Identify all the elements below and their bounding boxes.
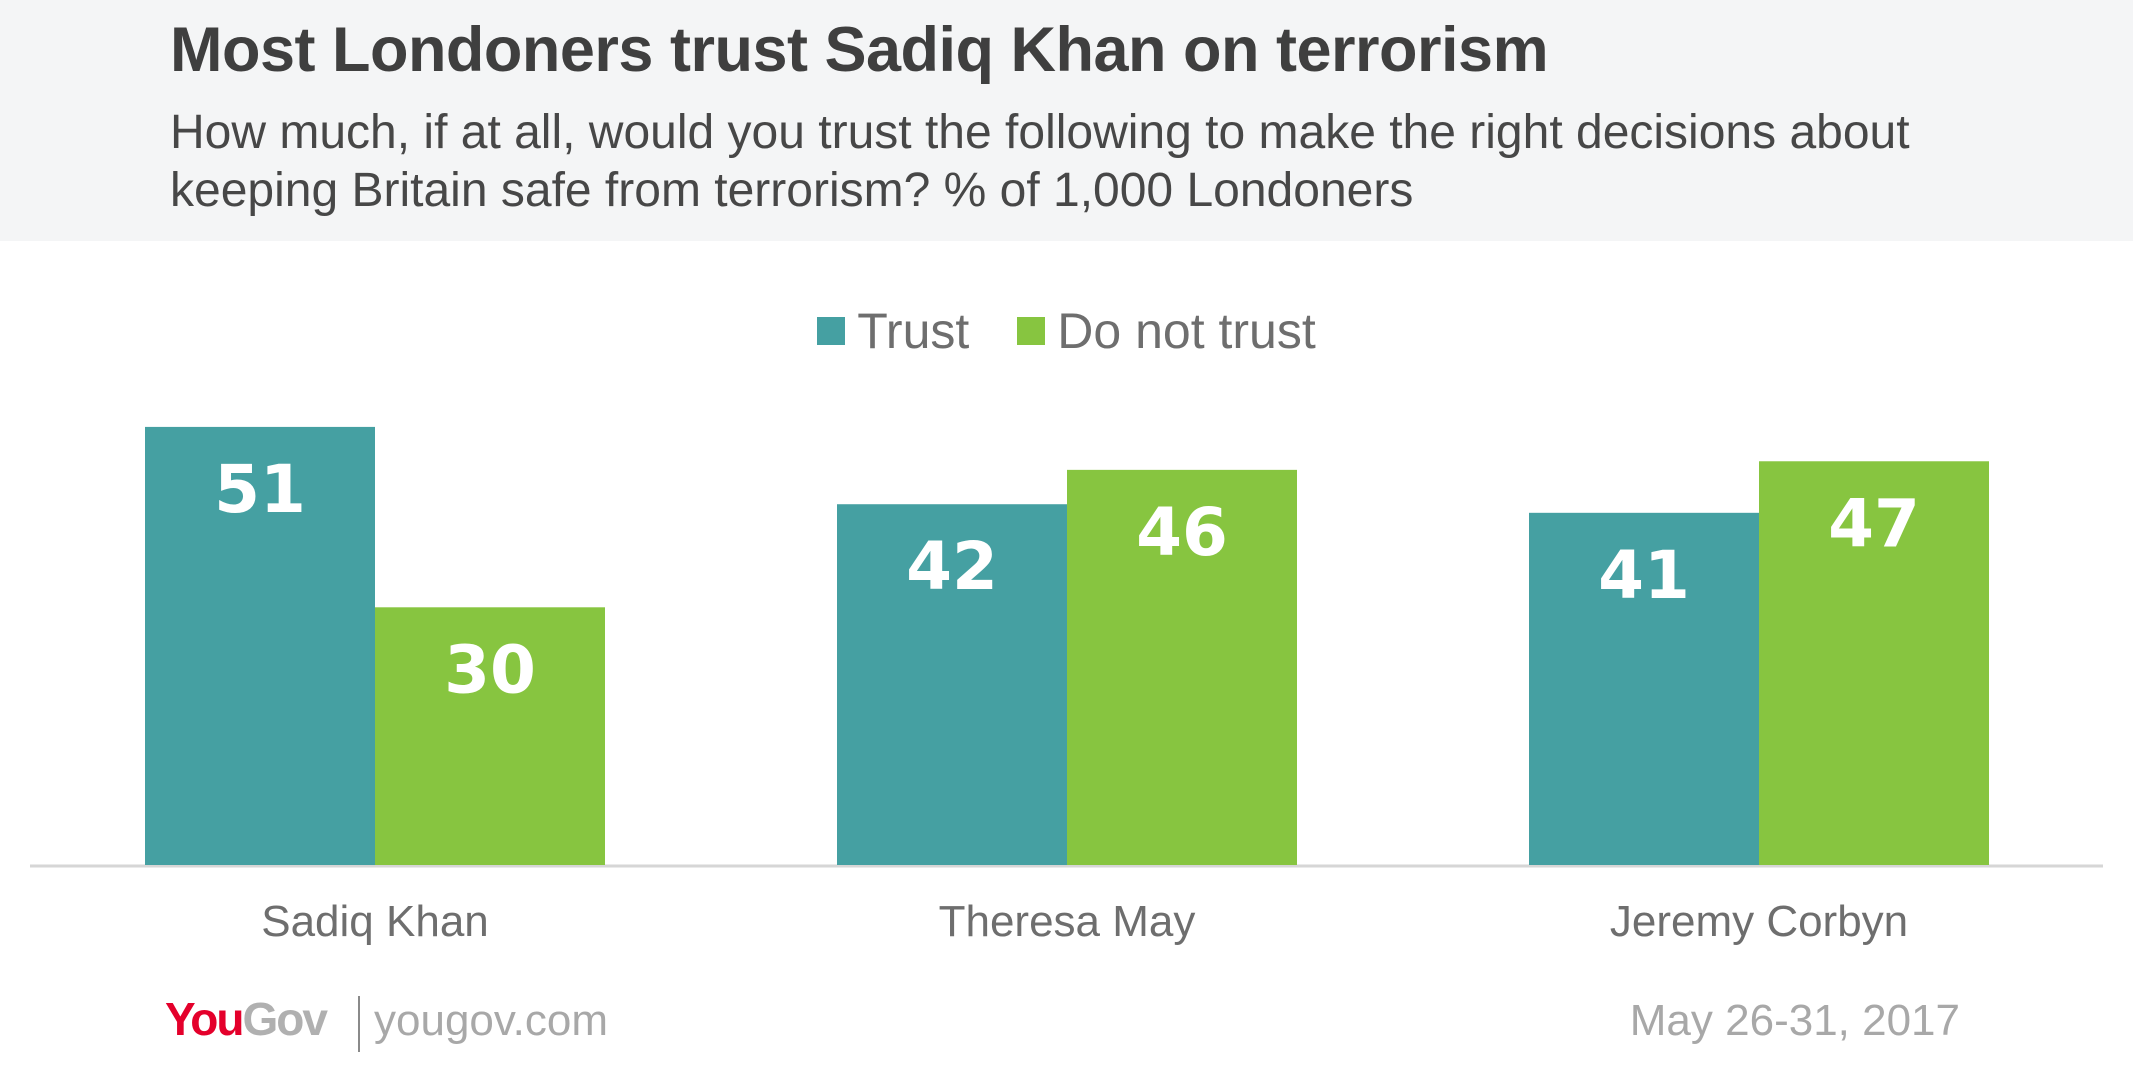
data-label-do-not-trust-theresa-may: 46 bbox=[1136, 494, 1228, 571]
legend-item-trust: Trust bbox=[817, 302, 969, 360]
x-tick-label-jeremy-corbyn: Jeremy Corbyn bbox=[1610, 897, 1908, 946]
bar-trust-theresa-may bbox=[837, 504, 1067, 865]
bar-trust-sadiq-khan bbox=[145, 426, 375, 865]
chart-legend: Trust Do not trust bbox=[0, 302, 2133, 360]
bar-do-not-trust-sadiq-khan bbox=[375, 607, 605, 865]
data-label-do-not-trust-sadiq-khan: 30 bbox=[444, 631, 536, 708]
data-label-trust-sadiq-khan: 51 bbox=[214, 451, 306, 528]
legend-item-do-not-trust: Do not trust bbox=[1017, 302, 1316, 360]
bar-chart: 51 30 Sadiq Khan 42 46 Theresa May 41 47 Jeremy … bbox=[30, 426, 2103, 946]
data-label-trust-jeremy-corbyn: 41 bbox=[1598, 537, 1690, 614]
x-tick-label-theresa-may: Theresa May bbox=[939, 897, 1196, 946]
data-label-do-not-trust-jeremy-corbyn: 47 bbox=[1828, 485, 1920, 562]
legend-swatch-trust bbox=[817, 317, 846, 345]
data-label-trust-theresa-may: 42 bbox=[906, 528, 998, 605]
legend-label-trust: Trust bbox=[857, 303, 970, 359]
chart-header: Most Londoners trust Sadiq Khan on terro… bbox=[0, 0, 2133, 241]
chart-title: Most Londoners trust Sadiq Khan on terro… bbox=[170, 15, 1549, 85]
bar-do-not-trust-jeremy-corbyn bbox=[1759, 461, 1989, 865]
legend-swatch-do-not-trust bbox=[1017, 317, 1046, 345]
bar-do-not-trust-theresa-may bbox=[1067, 469, 1297, 865]
footer-divider bbox=[358, 996, 360, 1052]
footer-date: May 26-31, 2017 bbox=[1629, 996, 1960, 1045]
x-tick-label-sadiq-khan: Sadiq Khan bbox=[261, 897, 489, 946]
footer-url: yougov.com bbox=[374, 996, 608, 1045]
yougov-logo: YouGov bbox=[165, 993, 328, 1045]
chart-subtitle: How much, if at all, would you trust the… bbox=[170, 106, 1910, 217]
legend-label-do-not-trust: Do not trust bbox=[1057, 303, 1316, 359]
bar-trust-jeremy-corbyn bbox=[1529, 512, 1759, 865]
